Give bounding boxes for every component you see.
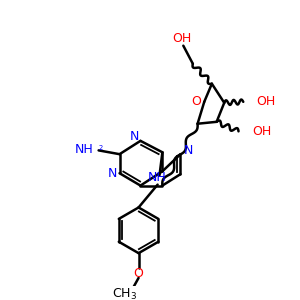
Text: O: O [192,95,202,108]
Text: OH: OH [252,125,271,138]
Text: NH: NH [75,143,94,156]
Text: CH$_3$: CH$_3$ [112,286,137,300]
Text: N: N [130,130,140,142]
Text: OH: OH [172,32,191,45]
Text: O: O [134,267,143,280]
Text: NH: NH [148,172,167,184]
Text: $_2$: $_2$ [98,142,103,152]
Text: N: N [183,144,193,157]
Text: N: N [108,167,118,180]
Text: OH: OH [256,95,276,108]
